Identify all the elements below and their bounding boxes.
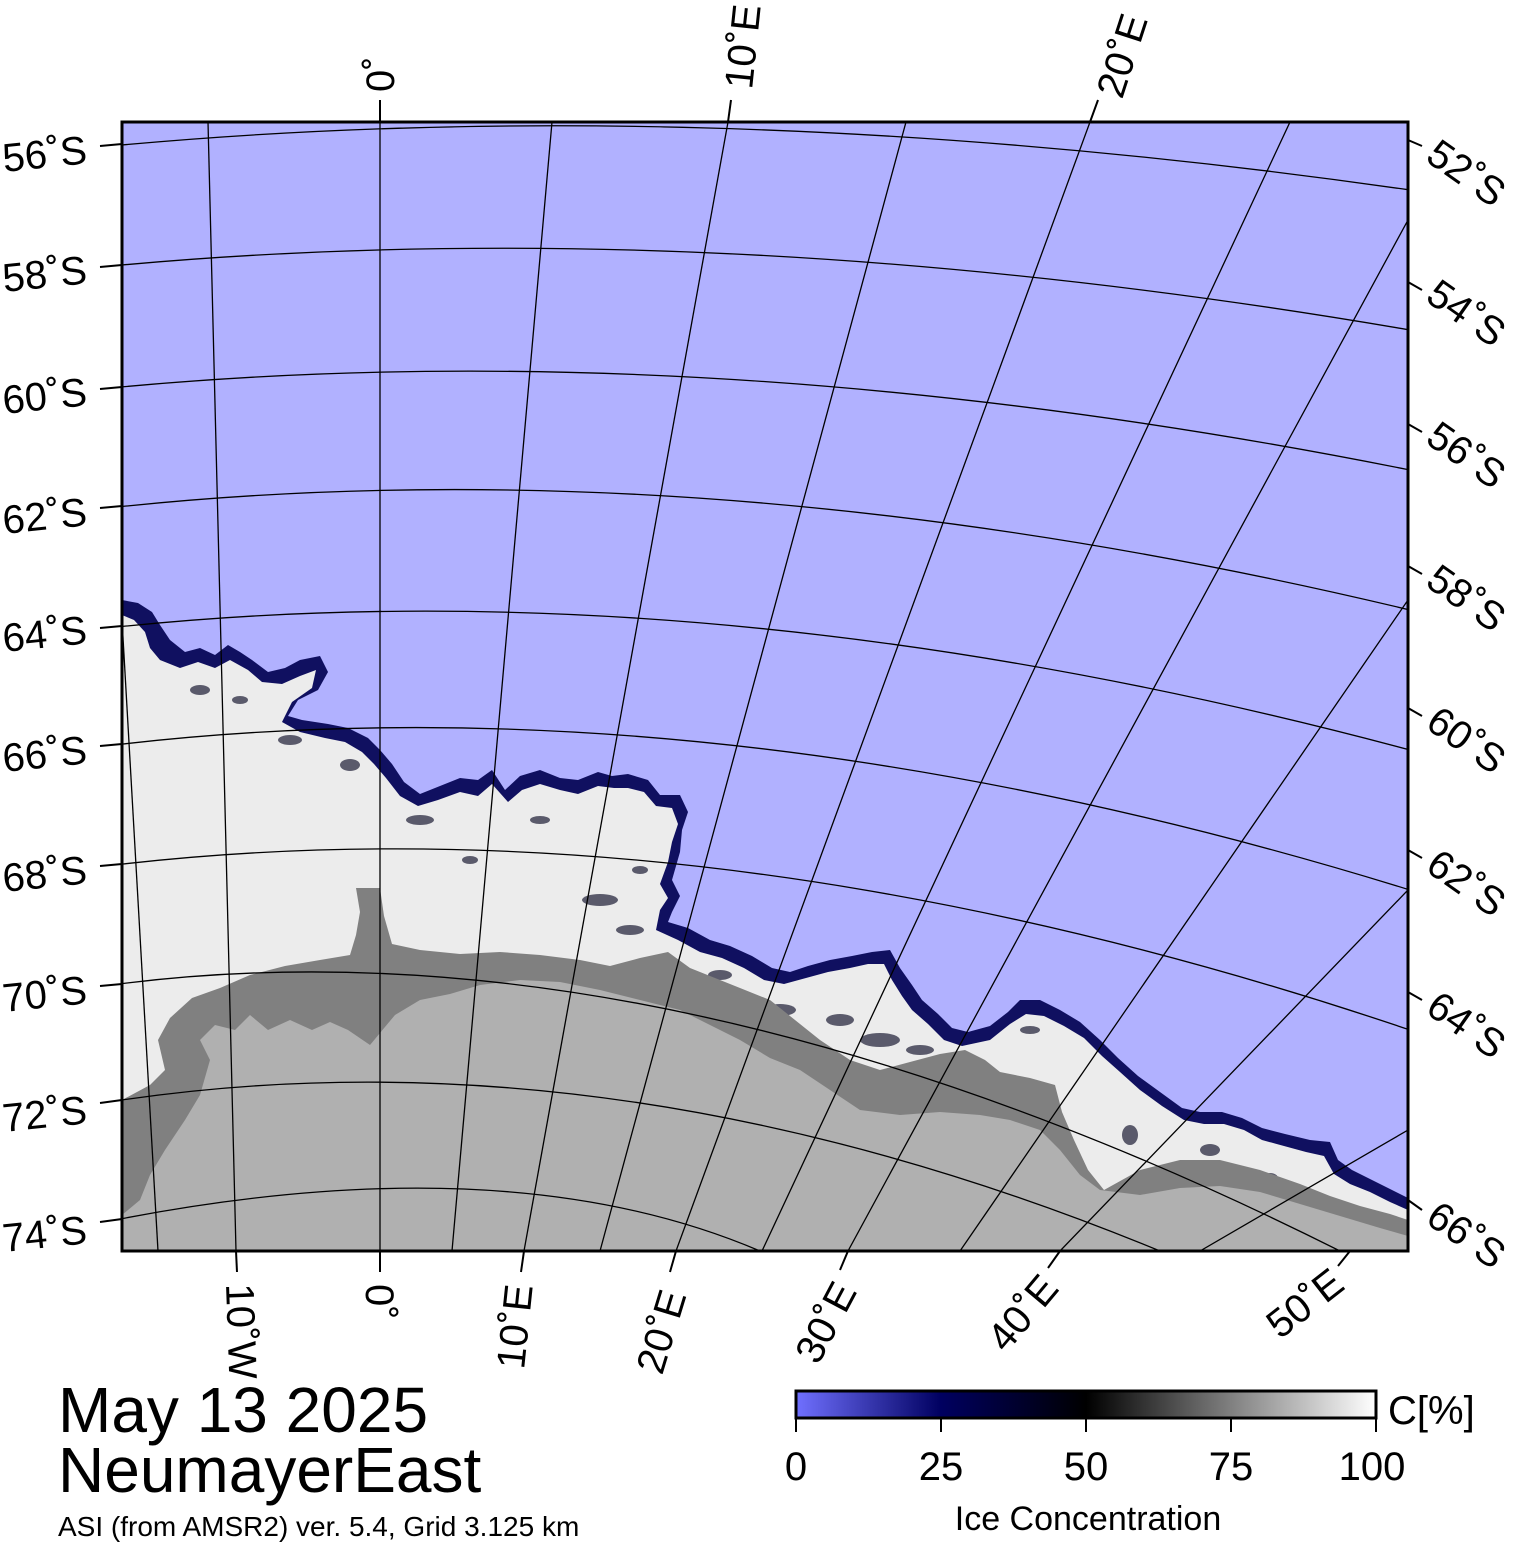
colorbar-tick: 0 [785, 1445, 807, 1489]
lat-label: 62˚S [0, 490, 89, 543]
lon-label: 0˚ [357, 1284, 401, 1320]
lon-label: 50˚E [1258, 1260, 1352, 1347]
lat-label: 60˚S [0, 370, 89, 423]
lon-label: 10˚E [489, 1282, 542, 1371]
lon-label: 40˚E [979, 1267, 1067, 1360]
lat-labels-right: 52˚S 54˚S 56˚S 58˚S 60˚S 62˚S 64˚S 66˚S [1419, 131, 1513, 1278]
lat-label: 66˚S [0, 728, 89, 781]
lat-label: 70˚S [0, 968, 89, 1021]
lon-label: 10˚E [717, 2, 770, 91]
lat-label: 74˚S [0, 1208, 89, 1261]
lat-label: 72˚S [0, 1088, 89, 1141]
lat-label: 66˚S [1419, 1193, 1513, 1278]
region-name: NeumayerEast [58, 1434, 482, 1506]
lon-label: 20˚E [1089, 9, 1157, 103]
lon-labels-bottom: 10˚W 0˚ 10˚E 20˚E 30˚E 40˚E 50˚E [217, 1260, 1352, 1380]
colorbar-tick: 50 [1064, 1445, 1109, 1489]
lat-label: 58˚S [0, 248, 89, 301]
lat-label: 56˚S [0, 128, 89, 181]
lat-label: 64˚S [1419, 983, 1513, 1068]
lon-label: 0˚ [359, 56, 403, 92]
colorbar-tick: 25 [919, 1445, 964, 1489]
map-date: May 13 2025 [58, 1374, 429, 1446]
map-frame [120, 120, 1410, 1253]
lat-label: 64˚S [0, 608, 89, 661]
lat-label: 56˚S [1419, 413, 1513, 498]
tick-marks [99, 99, 1423, 1273]
lon-labels-top: 0˚ 10˚E 20˚E [359, 2, 1157, 102]
lon-label: 30˚E [787, 1275, 866, 1370]
lat-label: 52˚S [1419, 131, 1513, 216]
lon-label: 10˚W [217, 1283, 264, 1380]
graticule-parallels [122, 125, 1408, 1251]
lat-label: 54˚S [1419, 271, 1513, 356]
lon-label: 20˚E [629, 1285, 696, 1379]
colorbar-unit: C[%] [1388, 1389, 1475, 1433]
colorbar-tick: 75 [1209, 1445, 1254, 1489]
product-info: ASI (from AMSR2) ver. 5.4, Grid 3.125 km [58, 1511, 580, 1542]
colorbar-gradient [794, 1389, 1378, 1420]
land [122, 980, 1408, 1251]
lat-label: 58˚S [1419, 556, 1513, 641]
lat-label: 62˚S [1419, 841, 1513, 926]
lat-label: 60˚S [1419, 698, 1513, 783]
colorbar-title: Ice Concentration [955, 1500, 1222, 1538]
colorbar: 0 25 50 75 100 C[%] Ice Concentration [785, 1389, 1475, 1538]
map-area [122, 122, 1408, 1251]
graticule-meridians [122, 122, 1408, 1251]
colorbar-tick: 100 [1339, 1445, 1406, 1489]
lat-label: 68˚S [0, 848, 89, 901]
lat-labels-left: 56˚S 58˚S 60˚S 62˚S 64˚S 66˚S 68˚S 70˚S … [0, 128, 89, 1261]
